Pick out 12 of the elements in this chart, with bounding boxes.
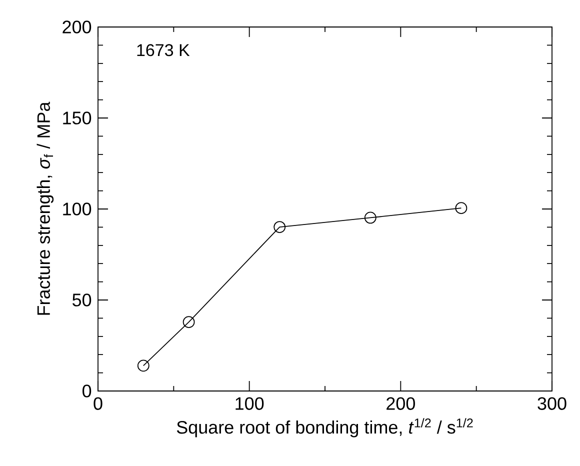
y-tick-label: 100 bbox=[63, 202, 92, 216]
x-tick-label: 0 bbox=[94, 397, 102, 410]
y-tick-label: 50 bbox=[72, 294, 92, 306]
y-tick-label: 200 bbox=[62, 20, 92, 34]
x-tick-label: 300 bbox=[538, 397, 566, 410]
x-tick-label: 100 bbox=[236, 397, 264, 410]
y-tick-label: 150 bbox=[63, 112, 92, 124]
annotation: 1673 K bbox=[137, 44, 190, 56]
y-axis-title: Fracture strength, σ$_{f}$ / MPa bbox=[36, 102, 54, 315]
y-tick-label: 0 bbox=[82, 384, 92, 398]
x-axis-title: Square root of bonding time, t$^{1/2}$ / s$^{1/2}$ bbox=[176, 418, 473, 438]
x-tick-label: 200 bbox=[386, 397, 415, 410]
